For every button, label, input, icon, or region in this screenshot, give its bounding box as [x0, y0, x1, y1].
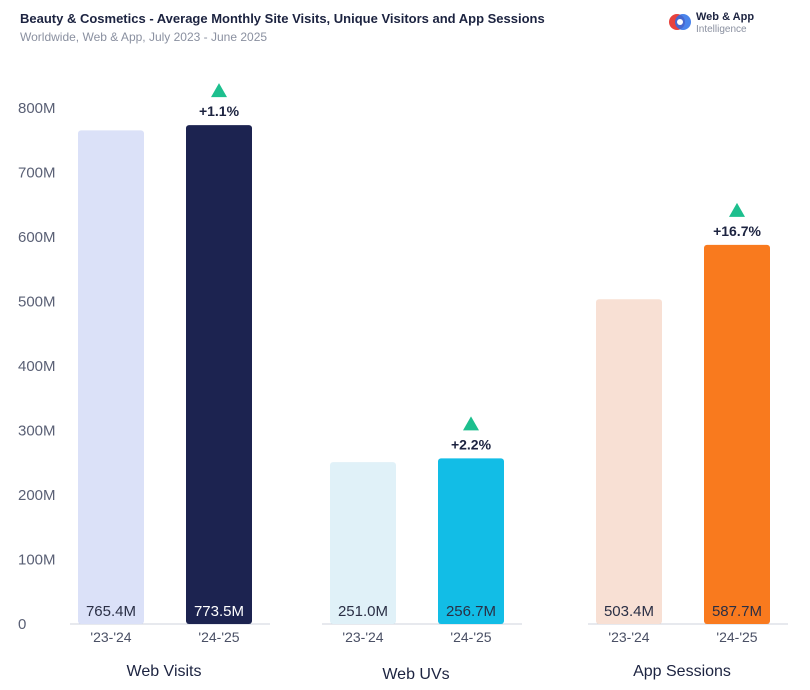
bar — [704, 244, 770, 624]
brand-logo: Web & App Intelligence — [668, 10, 798, 38]
data-label: 765.4M — [86, 603, 136, 620]
y-tick-label: 700M — [18, 165, 56, 182]
data-label: 503.4M — [604, 603, 654, 620]
change-label: +16.7% — [713, 223, 761, 239]
up-arrow-icon — [211, 83, 227, 98]
group-label: Web Visits — [127, 663, 202, 680]
up-arrow-icon — [729, 202, 745, 217]
data-label: 256.7M — [446, 603, 496, 620]
bar — [596, 299, 662, 624]
y-tick-label: 500M — [18, 294, 56, 311]
up-arrow-icon — [463, 416, 479, 431]
y-tick-label: 600M — [18, 229, 56, 246]
x-tick-label: '23-'24 — [608, 629, 649, 645]
y-tick-label: 200M — [18, 487, 56, 504]
bar — [78, 130, 144, 624]
x-tick-label: '23-'24 — [90, 629, 131, 645]
group-label: App Sessions — [633, 663, 731, 680]
x-tick-label: '24-'25 — [198, 629, 239, 645]
y-tick-label: 100M — [18, 552, 56, 569]
y-tick-label: 0 — [18, 616, 26, 633]
bar — [330, 462, 396, 624]
x-tick-label: '24-'25 — [716, 629, 757, 645]
brand-tagline: Intelligence — [696, 24, 747, 35]
change-label: +2.2% — [451, 436, 492, 452]
y-tick-label: 400M — [18, 358, 56, 375]
chart-title: Beauty & Cosmetics - Average Monthly Sit… — [20, 11, 545, 26]
y-tick-label: 800M — [18, 100, 56, 117]
bar — [438, 458, 504, 624]
brand-name: Web & App — [696, 11, 755, 23]
data-label: 773.5M — [194, 603, 244, 620]
chart-subtitle: Worldwide, Web & App, July 2023 - June 2… — [20, 30, 268, 44]
brand-logo-icon — [669, 14, 691, 30]
change-label: +1.1% — [199, 103, 240, 119]
group-label: Web UVs — [382, 666, 449, 683]
data-label: 251.0M — [338, 603, 388, 620]
bar — [186, 125, 252, 624]
x-tick-label: '23-'24 — [342, 629, 383, 645]
y-tick-label: 300M — [18, 423, 56, 440]
x-tick-label: '24-'25 — [450, 629, 491, 645]
data-label: 587.7M — [712, 603, 762, 620]
